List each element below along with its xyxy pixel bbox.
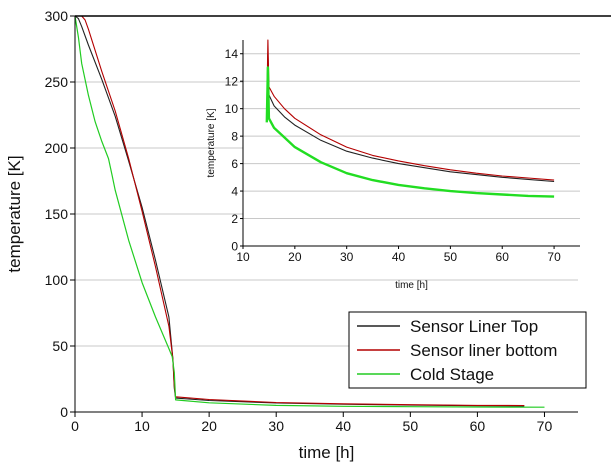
y-tick-label: 0	[60, 404, 68, 420]
y-axis-label: temperature [K]	[5, 155, 24, 272]
y-tick-label: 6	[231, 157, 238, 171]
x-tick-label: 50	[403, 418, 419, 434]
legend-label: Sensor Liner Top	[410, 317, 538, 336]
x-tick-label: 20	[288, 250, 302, 264]
x-tick-label: 40	[335, 418, 351, 434]
x-tick-label: 20	[201, 418, 217, 434]
x-tick-label: 30	[340, 250, 354, 264]
x-tick-label: 40	[392, 250, 406, 264]
y-axis-label: temperature [K]	[206, 108, 217, 177]
legend-label: Sensor liner bottom	[410, 341, 557, 360]
x-tick-label: 0	[71, 418, 79, 434]
y-tick-label: 2	[231, 212, 238, 226]
legend-label: Cold Stage	[410, 365, 494, 384]
series-line-sensor-liner-bottom	[266, 39, 555, 181]
legend: Sensor Liner Top Sensor liner bottom Cold …	[348, 311, 587, 389]
y-tick-label: 0	[231, 239, 238, 253]
x-axis-label: time [h]	[299, 443, 355, 462]
y-tick-label: 100	[45, 272, 69, 288]
series-line-sensor-liner-top	[266, 53, 555, 183]
x-tick-label: 70	[547, 250, 561, 264]
x-tick-label: 10	[134, 418, 150, 434]
y-tick-label: 250	[45, 74, 69, 90]
y-tick-label: 200	[45, 140, 69, 156]
y-tick-label: 50	[52, 338, 68, 354]
plot-background	[243, 40, 580, 246]
x-axis-label: time [h]	[395, 280, 428, 291]
series-line-sensor-liner-bottom	[81, 15, 525, 407]
series-line-cold-stage	[265, 66, 555, 198]
y-tick-label: 150	[45, 206, 69, 222]
y-tick-label: 4	[231, 184, 238, 198]
x-tick-label: 60	[496, 250, 510, 264]
series-line-cold-stage	[74, 15, 545, 408]
y-tick-label: 8	[231, 129, 238, 143]
legend-box	[348, 311, 587, 389]
x-tick-label: 30	[268, 418, 284, 434]
inset-chart: 10 20 30 40 50 60 70 0 2 4 6 8 10 12 14 time [h] tempera…	[206, 39, 580, 291]
y-tick-label: 12	[225, 75, 239, 89]
x-tick-label: 10	[236, 250, 250, 264]
y-tick-label: 300	[45, 8, 69, 24]
y-tick-label: 10	[225, 102, 239, 116]
x-tick-label: 60	[470, 418, 486, 434]
x-tick-label: 50	[444, 250, 458, 264]
y-tick-label: 14	[225, 47, 239, 61]
x-tick-label: 70	[537, 418, 553, 434]
